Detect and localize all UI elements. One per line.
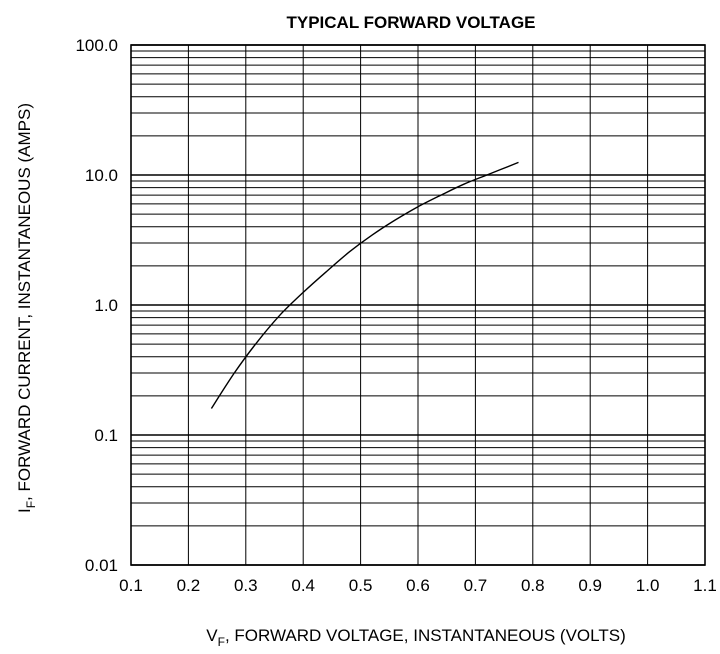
x-tick-label: 0.8 bbox=[521, 576, 545, 595]
forward-voltage-curve bbox=[210, 161, 519, 409]
x-tick-label: 0.1 bbox=[119, 576, 143, 595]
y-tick-label: 1.0 bbox=[94, 296, 118, 315]
x-tick-label: 0.6 bbox=[406, 576, 430, 595]
x-tick-label: 1.1 bbox=[693, 576, 717, 595]
y-axis-label: IF, FORWARD CURRENT, INSTANTANEOUS (AMPS… bbox=[15, 103, 38, 513]
x-tick-label: 0.2 bbox=[177, 576, 201, 595]
y-tick-label: 0.01 bbox=[85, 556, 118, 575]
x-tick-label: 0.9 bbox=[578, 576, 602, 595]
y-tick-label: 10.0 bbox=[85, 166, 118, 185]
y-tick-labels: 0.01 0.1 1.0 10.0 100.0 bbox=[75, 36, 118, 575]
x-tick-label: 0.4 bbox=[291, 576, 315, 595]
x-tick-labels: 0.1 0.2 0.3 0.4 0.5 0.6 0.7 0.8 0.9 1.0 1.1 bbox=[119, 576, 717, 595]
x-axis-label: VF, FORWARD VOLTAGE, INSTANTANEOUS (VOLT… bbox=[206, 626, 625, 649]
plot-frame bbox=[130, 44, 706, 566]
chart-title: TYPICAL FORWARD VOLTAGE bbox=[286, 13, 535, 32]
x-tick-label: 0.5 bbox=[349, 576, 373, 595]
x-tick-label: 0.3 bbox=[234, 576, 258, 595]
y-tick-label: 0.1 bbox=[94, 426, 118, 445]
x-tick-label: 0.7 bbox=[464, 576, 488, 595]
y-tick-label: 100.0 bbox=[75, 36, 118, 55]
x-tick-label: 1.0 bbox=[636, 576, 660, 595]
